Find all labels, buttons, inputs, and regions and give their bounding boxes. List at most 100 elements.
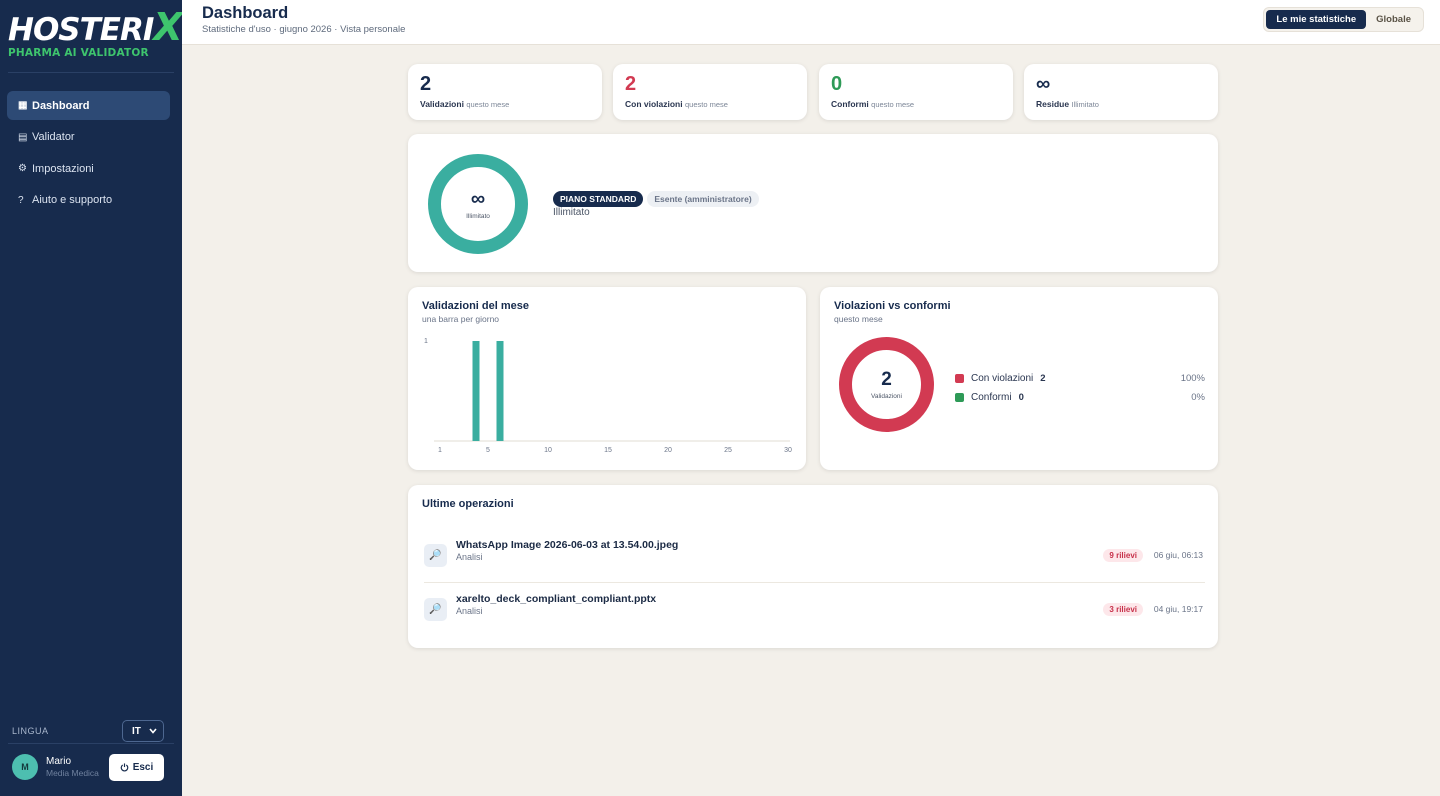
card-title: Violazioni vs conformi — [834, 300, 951, 312]
operation-timestamp: 04 giu, 19:17 — [1153, 604, 1203, 614]
legend-label: Con violazioni — [971, 373, 1034, 384]
stat-label-text: Con violazioni — [625, 99, 683, 109]
x-tick-label: 5 — [486, 447, 490, 454]
bar-day-4 — [472, 341, 480, 441]
x-tick-label: 10 — [544, 447, 552, 454]
operation-row[interactable]: 🔎 WhatsApp Image 2026-06-03 at 13.54.00.… — [424, 535, 1205, 579]
legend-label: Conformi — [971, 392, 1012, 403]
stat-value: ∞ — [1036, 73, 1051, 95]
plan-badges: PIANO STANDARD Esente (amministratore) — [553, 191, 759, 207]
language-row: LINGUA IT — [12, 720, 164, 742]
sidebar: HOSTERIX PHARMA AI VALIDATOR ▦ Dashboard… — [0, 0, 183, 796]
stat-label: Residue Illimitato — [1036, 99, 1099, 109]
legend-swatch — [955, 393, 964, 402]
language-label: LINGUA — [12, 726, 49, 736]
stat-sublabel: Illimitato — [1071, 100, 1099, 109]
operation-filename: WhatsApp Image 2026-06-03 at 13.54.00.jp… — [456, 539, 679, 551]
stat-value: 0 — [831, 73, 843, 95]
y-tick-label: 1 — [424, 338, 428, 345]
logo-text: HOSTERI — [8, 12, 154, 48]
sidebar-item-validator[interactable]: ▤ Validator — [7, 123, 170, 152]
stat-label-text: Validazioni — [420, 99, 464, 109]
infinity-icon: ∞ — [470, 187, 486, 210]
stat-sublabel: questo mese — [685, 100, 728, 109]
bar-chart: 11 5 10 15 20 25 30 — [424, 338, 792, 454]
legend-item-violations: Con violazioni 2 100% — [955, 369, 1205, 388]
sidebar-item-impostazioni[interactable]: ⚙ Impostazioni — [7, 154, 170, 183]
donut-center-value: 2 — [881, 368, 892, 390]
sidebar-item-label: Validator — [32, 131, 75, 143]
x-tick-label: 30 — [784, 447, 792, 454]
language-select[interactable]: IT — [122, 720, 164, 742]
card-subtitle: questo mese — [834, 314, 883, 324]
stat-label-text: Conformi — [831, 99, 869, 109]
legend-swatch — [955, 374, 964, 383]
legend-percent: 100% — [1180, 373, 1205, 384]
plan-ring-center: ∞ Illimitato — [428, 154, 528, 254]
sidebar-nav: ▦ Dashboard ▤ Validator ⚙ Impostazioni ?… — [7, 91, 170, 217]
stat-value: 2 — [625, 73, 637, 95]
donut-legend: Con violazioni 2 100% Conformi 0 0% — [955, 369, 1205, 407]
operation-type: Analisi — [456, 552, 483, 562]
bar-day-6 — [496, 341, 504, 441]
user-name: Mario — [46, 756, 72, 767]
stat-label-text: Residue — [1036, 99, 1070, 109]
search-icon: 🔎 — [424, 598, 447, 621]
user-info: Mario Media Medica — [46, 755, 99, 779]
operation-row[interactable]: 🔎 xarelto_deck_compliant_compliant.pptx … — [424, 589, 1205, 633]
stat-sublabel: questo mese — [466, 100, 510, 109]
stat-card-validazioni: 2 Validazioni questo mese — [408, 64, 602, 120]
operation-filename: xarelto_deck_compliant_compliant.pptx — [456, 593, 657, 605]
donut-center-label: Validazioni — [871, 392, 902, 400]
donut-center: 2 Validazioni — [839, 337, 934, 432]
row-divider — [424, 582, 1205, 583]
language-value: IT — [132, 725, 141, 737]
stat-card-con-violazioni: 2 Con violazioni questo mese — [613, 64, 807, 120]
monthly-validations-card: Validazioni del mese una barra per giorn… — [408, 287, 806, 470]
hosterix-logo[interactable]: HOSTERIX PHARMA AI VALIDATOR — [8, 8, 183, 62]
findings-badge: 9 rilievi — [1103, 549, 1143, 562]
exempt-badge: Esente (amministratore) — [647, 191, 759, 207]
stat-sublabel: questo mese — [871, 100, 915, 109]
x-tick-label: 15 — [604, 447, 612, 454]
stats-scope-toggle: Le mie statistiche Globale — [1263, 7, 1424, 32]
x-tick-label: 20 — [664, 447, 672, 454]
sidebar-divider — [8, 72, 174, 73]
list-icon: ▤ — [18, 131, 28, 143]
operation-type: Analisi — [456, 606, 483, 616]
donut-graphic — [839, 337, 934, 432]
legend-value: 2 — [1040, 373, 1046, 384]
findings-badge: 3 rilievi — [1103, 603, 1143, 616]
user-role: Media Medica — [46, 768, 99, 778]
logo-wordmark: HOSTERIX — [8, 8, 183, 48]
logout-button[interactable]: Esci — [109, 754, 164, 781]
sidebar-item-aiuto[interactable]: ? Aiuto e supporto — [7, 186, 170, 215]
plan-limit-text: Illimitato — [553, 207, 590, 218]
avatar: M — [12, 754, 38, 780]
page-header: Dashboard Statistiche d'uso · giugno 202… — [182, 0, 1440, 45]
logout-label: Esci — [132, 762, 154, 773]
global-stats-button[interactable]: Globale — [1376, 14, 1411, 25]
logo-x: X — [153, 5, 182, 49]
search-icon: 🔎 — [424, 544, 447, 567]
card-subtitle: una barra per giorno — [422, 314, 500, 324]
x-tick-label: 1 — [438, 447, 442, 454]
user-profile: M Mario Media Medica — [12, 754, 99, 780]
card-title: Ultime operazioni — [422, 498, 514, 510]
plan-ring-label: Illimitato — [466, 212, 490, 220]
sidebar-item-label: Aiuto e supporto — [32, 194, 113, 206]
legend-percent: 0% — [1191, 392, 1205, 403]
my-stats-button[interactable]: Le mie statistiche — [1266, 10, 1367, 29]
page-title: Dashboard — [202, 4, 289, 22]
violations-donut: 2 Validazioni — [839, 337, 934, 432]
donut-slice-violations — [839, 337, 934, 432]
stat-label: Validazioni questo mese — [420, 99, 509, 109]
logout-icon — [120, 763, 128, 772]
gear-icon: ⚙ — [18, 163, 27, 174]
operation-timestamp: 06 giu, 06:13 — [1153, 550, 1203, 560]
chevron-down-icon — [149, 728, 157, 734]
sidebar-item-dashboard[interactable]: ▦ Dashboard — [7, 91, 170, 120]
legend-value: 0 — [1018, 392, 1024, 403]
plan-badge: PIANO STANDARD — [553, 191, 644, 207]
plan-ring-graphic — [428, 154, 528, 254]
